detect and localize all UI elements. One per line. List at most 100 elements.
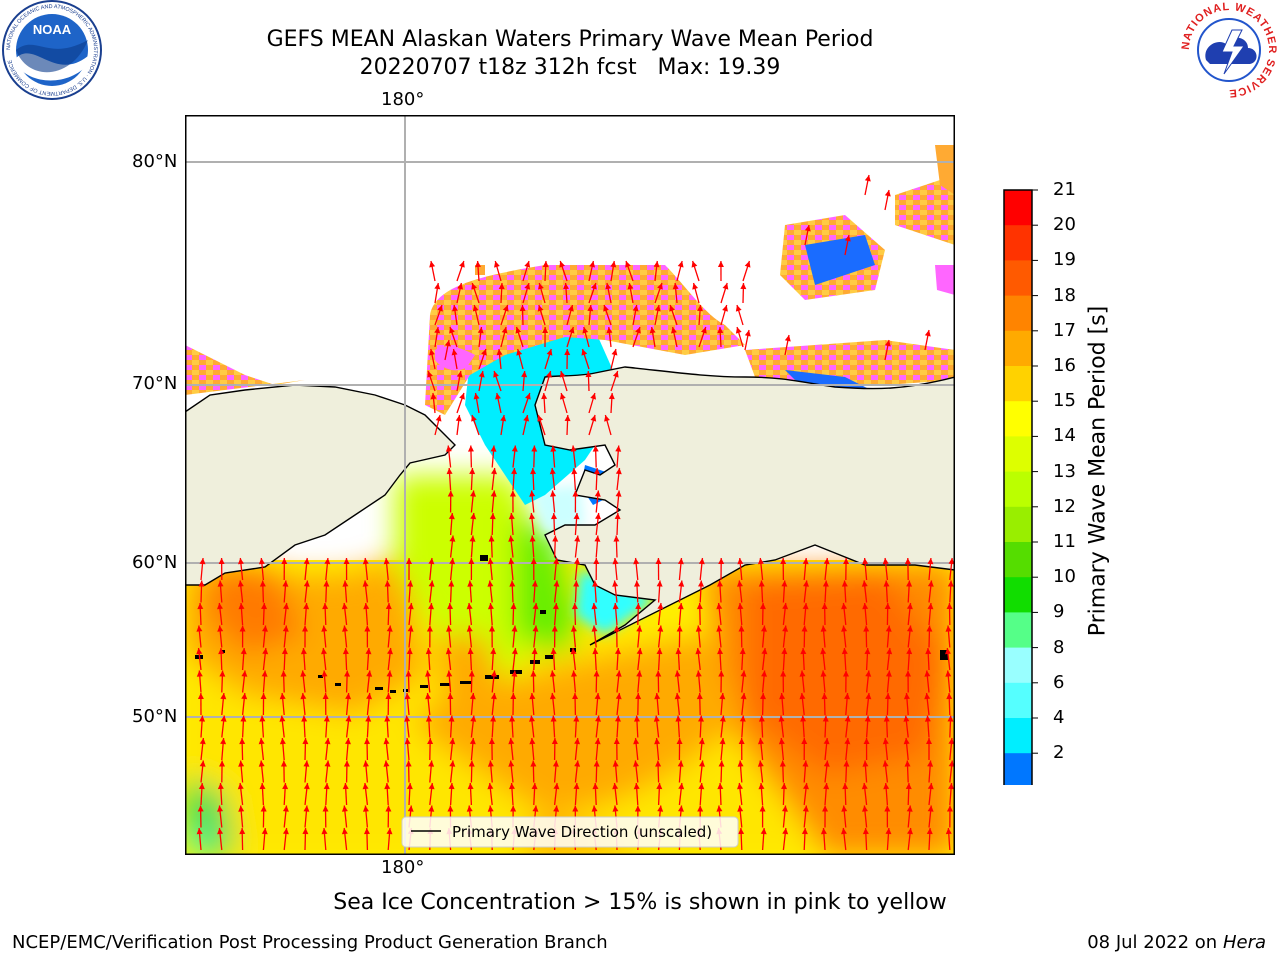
wave-arrow-head [677, 805, 684, 812]
wave-arrow-head [468, 760, 475, 767]
wave-arrow-head [612, 760, 619, 767]
wave-arrow-head [281, 558, 288, 565]
wave-arrow-head [591, 603, 598, 610]
wave-arrow-head [219, 670, 226, 677]
wave-arrow-head [605, 283, 612, 290]
wave-arrow-head [882, 760, 889, 767]
wave-arrow-head [927, 760, 934, 767]
wave-arrow-head [844, 693, 851, 700]
wave-arrow-head [946, 805, 953, 812]
wave-arrow-head [217, 625, 224, 632]
wave-arrow-head [366, 693, 373, 700]
wave-arrow-head [467, 445, 474, 452]
wave-arrow-head [217, 783, 224, 790]
wave-arrow-head [581, 349, 588, 356]
wave-arrow-head [238, 805, 245, 812]
wave-arrow-head [300, 693, 307, 700]
wave-arrow-head [455, 415, 462, 422]
wave-arrow-head [760, 693, 767, 700]
wave-arrow-head [590, 415, 597, 422]
wave-arrow-head [946, 693, 953, 700]
wave-arrow-head [862, 828, 869, 835]
colorbar-tick-label: 13 [1053, 460, 1076, 482]
wave-arrow-head [760, 828, 767, 835]
wave-arrow-head [946, 603, 953, 610]
colorbar-segment [1004, 330, 1032, 367]
wave-arrow-head [656, 580, 663, 587]
wave-arrow-head [841, 828, 847, 835]
wave-arrow-head [303, 805, 310, 812]
wave-arrow-head [481, 349, 487, 356]
wave-arrow-head [425, 670, 432, 677]
wave-arrow-head [906, 805, 913, 812]
wave-arrow-head [820, 648, 827, 655]
wave-arrow-head [452, 305, 458, 312]
wave-arrow-head [551, 738, 558, 745]
wave-arrow-head [782, 603, 789, 610]
wave-arrow-head [738, 738, 745, 745]
wave-arrow-head [502, 305, 509, 312]
wave-arrow-head [529, 513, 535, 520]
wave-arrow-head [718, 670, 725, 677]
wave-arrow-head [822, 715, 829, 722]
footer-machine: Hera [1222, 932, 1266, 953]
wave-arrow-head [407, 603, 414, 610]
wave-arrow-head [383, 760, 390, 767]
wave-arrow-head [407, 805, 414, 812]
wave-arrow-head [594, 535, 601, 542]
wave-arrow-head [498, 283, 505, 290]
wave-arrow-head [365, 715, 372, 722]
wave-arrow-head [542, 261, 549, 268]
wave-arrow-head [841, 625, 848, 632]
wave-arrow-head [280, 670, 287, 677]
wave-arrow-head [594, 490, 601, 497]
wave-arrow-head [594, 738, 601, 745]
wave-arrow-head [549, 468, 556, 475]
wave-arrow-head [525, 393, 531, 400]
wave-arrow-head [615, 693, 622, 700]
wave-arrow-head [553, 558, 560, 565]
wave-arrow-head [636, 625, 643, 632]
graticule [185, 115, 955, 855]
wave-arrow-head [531, 580, 538, 587]
chart-title: GEFS MEAN Alaskan Waters Primary Wave Me… [170, 26, 970, 82]
wave-arrow-head [342, 625, 348, 632]
wave-arrow-head [740, 670, 747, 677]
lat-label-60: 60°N [132, 552, 178, 573]
wave-arrow-head [842, 783, 849, 790]
wave-arrow-head [428, 558, 435, 565]
wave-arrow-head [737, 783, 743, 790]
wave-arrow-head [407, 580, 414, 587]
wave-arrow-head [258, 738, 265, 745]
wave-arrow-head [466, 603, 473, 610]
wave-arrow-head [217, 580, 224, 587]
wave-arrow-head [241, 693, 248, 700]
lat-label-80: 80°N [132, 151, 178, 172]
wave-arrow-head [948, 783, 955, 790]
arrow-legend: Primary Wave Direction (unscaled) [401, 816, 739, 848]
wave-arrow-head [927, 783, 934, 790]
wave-arrow-head [945, 648, 951, 655]
wave-arrow-head [511, 625, 518, 632]
wave-arrow-head [220, 715, 227, 722]
colorbar-tick-label: 6 [1053, 671, 1065, 693]
colorbar-tick-label: 17 [1053, 319, 1076, 341]
wave-arrow-head [698, 738, 705, 745]
wave-arrow-head [300, 670, 307, 677]
noaa-logo: NOAA NATIONAL OCEANIC AND ATMOSPHERIC AD… [0, 0, 104, 100]
wave-arrow-head [542, 327, 549, 334]
wave-arrow-head [927, 580, 934, 587]
wave-arrow-head [553, 580, 560, 587]
colorbar-segment [1004, 542, 1032, 578]
wave-arrow-head [510, 693, 517, 700]
wave-arrow-head [740, 283, 747, 290]
wave-arrow-head [496, 349, 503, 356]
wave-arrow-head [490, 693, 497, 700]
wave-arrow-head [448, 715, 455, 722]
colorbar-tick-label: 21 [1053, 179, 1076, 200]
wave-arrow-head [864, 715, 871, 722]
wave-arrow-head [238, 760, 245, 767]
wave-arrow-head [884, 693, 891, 700]
wave-arrow-head [802, 805, 809, 812]
wave-arrow-head [864, 648, 871, 655]
